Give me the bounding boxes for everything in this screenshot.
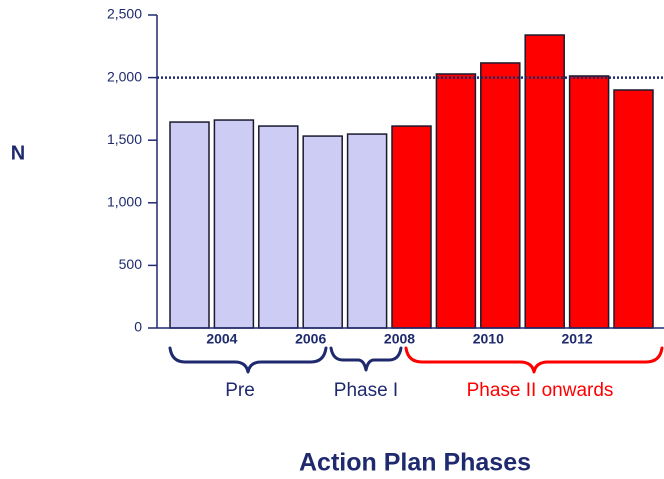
bar (613, 89, 654, 329)
brace (168, 346, 328, 374)
phase-label: Phase I (334, 380, 398, 401)
bar (213, 119, 255, 329)
x-tick-label: 2010 (473, 331, 504, 347)
bar (524, 34, 565, 329)
x-tick-label: 2006 (295, 331, 326, 347)
y-tick-label: 1,500 (107, 131, 142, 147)
brace (329, 346, 403, 372)
bar (258, 125, 299, 329)
phase-label: Pre (225, 380, 255, 401)
y-tick-label: 1,000 (107, 194, 142, 210)
y-axis-label: N (11, 142, 25, 164)
y-tick-label: 2,000 (107, 68, 142, 84)
x-tick-label: 2008 (384, 331, 415, 347)
brace (404, 346, 664, 374)
y-tick-label: 2,500 (107, 6, 142, 22)
y-tick-label: 0 (134, 319, 142, 335)
phase-label: Phase II onwards (467, 380, 614, 401)
x-tick-label: 2004 (206, 331, 237, 347)
bar (480, 62, 521, 329)
bar (568, 75, 610, 329)
bar (391, 125, 432, 329)
bar (302, 135, 343, 329)
bar (435, 73, 477, 329)
x-tick-label: 2012 (562, 331, 593, 347)
bar (346, 133, 388, 329)
bar (169, 121, 210, 329)
y-tick-label: 500 (119, 256, 143, 272)
x-axis-label: Action Plan Phases (299, 449, 531, 477)
